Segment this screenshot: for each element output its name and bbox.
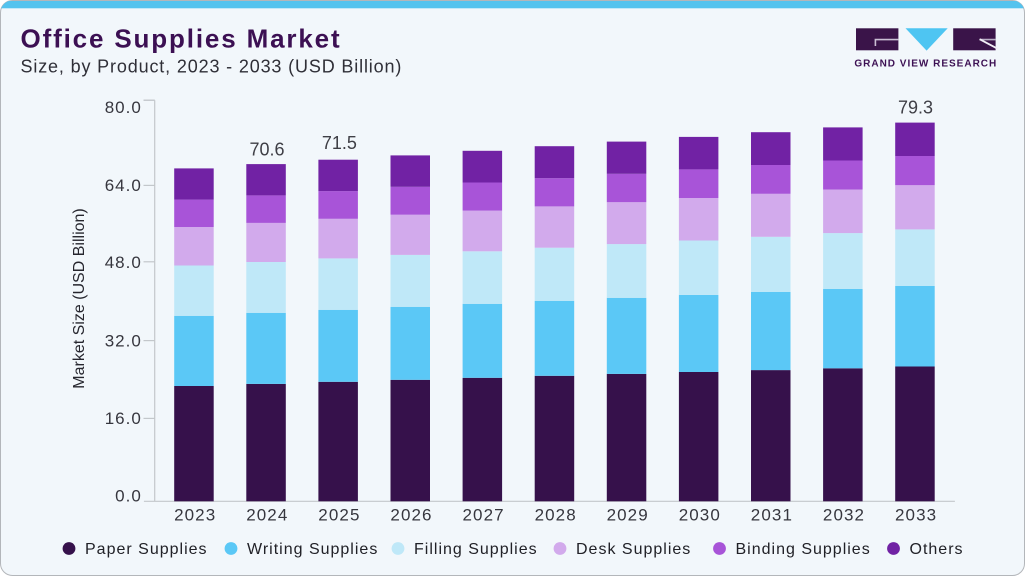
svg-text:48.0: 48.0 <box>105 253 142 272</box>
svg-text:2025: 2025 <box>318 506 360 525</box>
svg-text:2030: 2030 <box>679 506 721 525</box>
svg-text:2031: 2031 <box>751 506 793 525</box>
svg-text:GRAND VIEW RESEARCH: GRAND VIEW RESEARCH <box>854 59 997 70</box>
svg-text:2029: 2029 <box>607 506 649 525</box>
svg-text:2024: 2024 <box>246 506 288 525</box>
svg-text:64.0: 64.0 <box>105 176 142 195</box>
svg-text:Writing Supplies: Writing Supplies <box>247 541 378 558</box>
svg-text:Paper Supplies: Paper Supplies <box>85 541 208 558</box>
svg-text:70.6: 70.6 <box>249 140 284 160</box>
svg-text:79.3: 79.3 <box>898 98 933 118</box>
svg-text:2028: 2028 <box>535 506 577 525</box>
svg-text:16.0: 16.0 <box>105 409 142 428</box>
svg-text:2033: 2033 <box>895 506 937 525</box>
svg-text:Market Size (USD Billion): Market Size (USD Billion) <box>71 208 88 388</box>
svg-text:Size, by Product, 2023 - 2033: Size, by Product, 2023 - 2033 (USD Billi… <box>21 57 403 77</box>
svg-text:80.0: 80.0 <box>105 98 142 117</box>
svg-text:2027: 2027 <box>462 506 504 525</box>
svg-text:2026: 2026 <box>390 506 432 525</box>
svg-text:Desk Supplies: Desk Supplies <box>576 541 691 558</box>
svg-text:Office Supplies Market: Office Supplies Market <box>21 24 342 54</box>
svg-text:0.0: 0.0 <box>115 487 142 506</box>
svg-text:32.0: 32.0 <box>105 332 142 351</box>
svg-text:Filling Supplies: Filling Supplies <box>414 541 538 558</box>
svg-text:Others: Others <box>910 541 964 558</box>
svg-text:71.5: 71.5 <box>322 133 357 153</box>
svg-text:2023: 2023 <box>174 506 216 525</box>
svg-text:2032: 2032 <box>823 506 865 525</box>
svg-text:Binding Supplies: Binding Supplies <box>736 541 871 558</box>
